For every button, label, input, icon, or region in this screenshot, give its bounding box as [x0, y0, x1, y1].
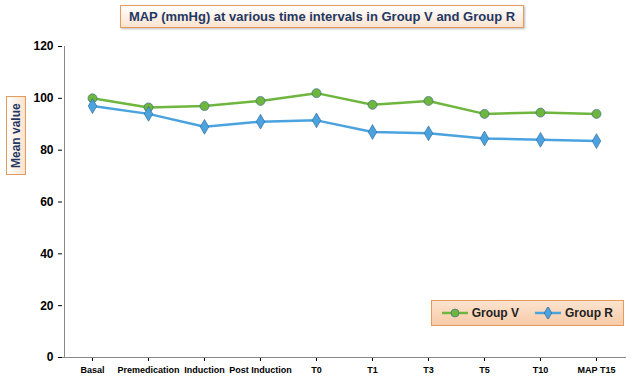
svg-text:Induction: Induction: [184, 365, 225, 375]
svg-text:Basal: Basal: [80, 365, 104, 375]
svg-text:60: 60: [40, 195, 54, 209]
svg-text:100: 100: [33, 91, 53, 105]
svg-text:40: 40: [40, 247, 54, 261]
svg-text:MAP T15: MAP T15: [578, 365, 616, 375]
svg-text:T0: T0: [311, 365, 322, 375]
html-text:MAP (mmHg) at various time int: MAP (mmHg) at various time intervals in …: [128, 8, 516, 24]
svg-text:T5: T5: [479, 365, 490, 375]
html-text:Group V: Group V: [471, 306, 519, 320]
svg-text:80: 80: [40, 143, 54, 157]
html-text:Group R: Group R: [565, 306, 613, 320]
svg-text:20: 20: [40, 299, 54, 313]
svg-text:T3: T3: [423, 365, 434, 375]
svg-text:Premedication: Premedication: [117, 365, 179, 375]
svg-text:120: 120: [33, 39, 53, 53]
html-text:Mean value: Mean value: [9, 103, 23, 168]
svg-text:T1: T1: [367, 365, 378, 375]
svg-text:0: 0: [47, 350, 54, 364]
svg-text:Post Induction: Post Induction: [229, 365, 292, 375]
svg-text:T10: T10: [533, 365, 549, 375]
